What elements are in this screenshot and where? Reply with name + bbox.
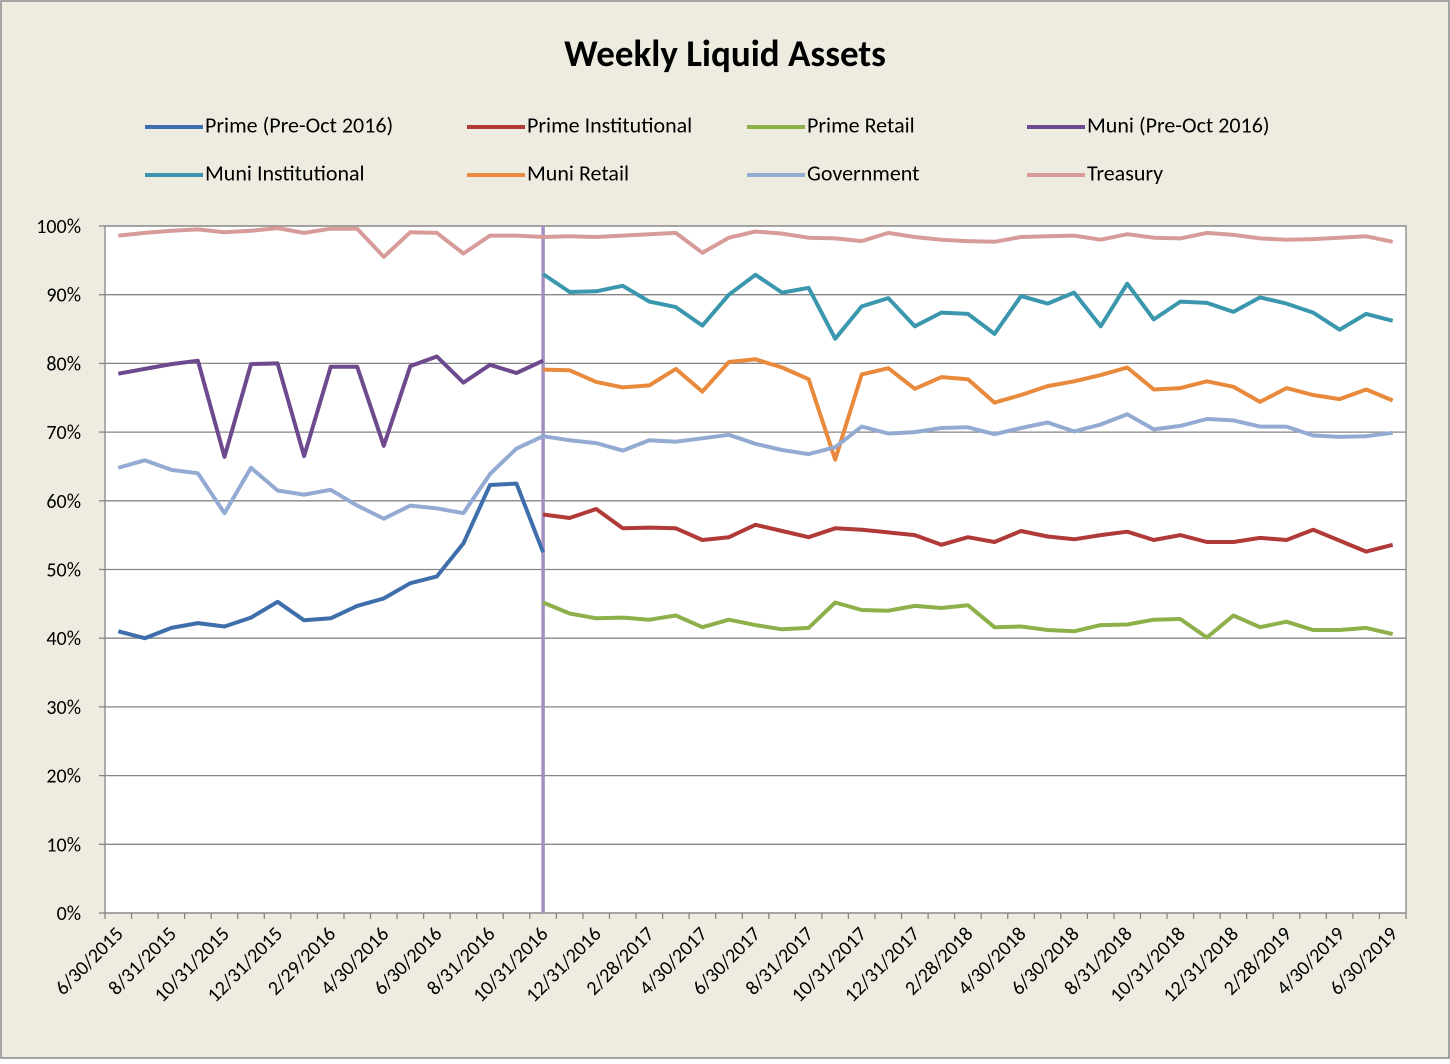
legend-label: Government bbox=[807, 159, 920, 186]
legend-label: Prime Institutional bbox=[527, 111, 692, 138]
y-tick-label: 100% bbox=[36, 215, 81, 239]
y-tick-label: 20% bbox=[46, 765, 81, 789]
series-line bbox=[543, 357, 1394, 462]
legend-label: Prime Retail bbox=[807, 111, 915, 138]
series-line bbox=[542, 507, 1394, 554]
y-tick-label: 90% bbox=[46, 284, 81, 308]
y-tick-label: 30% bbox=[46, 696, 81, 720]
plot-border bbox=[104, 225, 1407, 914]
legend-label: Muni Retail bbox=[527, 159, 629, 186]
y-tick-label: 10% bbox=[46, 833, 81, 857]
legend-label: Muni (Pre-Oct 2016) bbox=[1087, 111, 1270, 138]
chart-title: Weekly Liquid Assets bbox=[564, 31, 886, 76]
series-line bbox=[117, 354, 544, 459]
series-line bbox=[117, 412, 1393, 521]
series-line bbox=[542, 600, 1394, 640]
y-tick-label: 40% bbox=[46, 627, 81, 651]
y-tick-label: 50% bbox=[46, 559, 81, 583]
legend-label: Prime (Pre-Oct 2016) bbox=[205, 111, 393, 138]
series-line bbox=[118, 226, 1394, 259]
y-tick-label: 60% bbox=[46, 490, 81, 514]
y-tick-label: 0% bbox=[57, 902, 81, 926]
y-tick-label: 70% bbox=[46, 421, 81, 445]
y-tick-label: 80% bbox=[46, 352, 81, 376]
series-line bbox=[541, 272, 1394, 341]
series-line bbox=[117, 481, 545, 641]
legend-label: Muni Institutional bbox=[205, 159, 365, 186]
legend-label: Treasury bbox=[1087, 159, 1163, 186]
